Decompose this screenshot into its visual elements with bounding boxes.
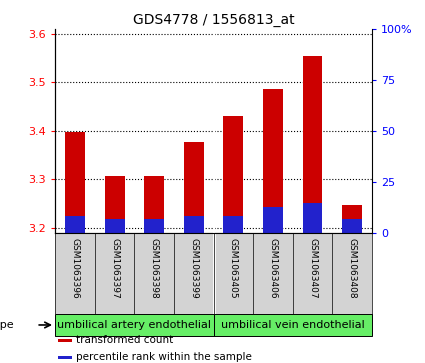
- Text: GSM1063406: GSM1063406: [269, 237, 278, 298]
- Bar: [184, 216, 204, 233]
- Bar: [55, 314, 213, 336]
- Bar: [303, 203, 323, 233]
- Bar: [263, 89, 283, 233]
- Bar: [263, 208, 283, 233]
- Text: GSM1063408: GSM1063408: [348, 237, 357, 298]
- Bar: [184, 142, 204, 233]
- Text: GSM1063399: GSM1063399: [189, 237, 198, 298]
- Bar: [144, 219, 164, 233]
- Bar: [144, 176, 164, 233]
- Text: umbilical artery endothelial: umbilical artery endothelial: [57, 320, 211, 330]
- Bar: [105, 176, 125, 233]
- Text: umbilical vein endothelial: umbilical vein endothelial: [221, 320, 365, 330]
- Text: percentile rank within the sample: percentile rank within the sample: [76, 352, 252, 362]
- Bar: [65, 216, 85, 233]
- Bar: [303, 56, 323, 233]
- Text: GSM1063407: GSM1063407: [308, 237, 317, 298]
- Text: cell type: cell type: [0, 320, 14, 330]
- Title: GDS4778 / 1556813_at: GDS4778 / 1556813_at: [133, 13, 295, 26]
- Bar: [58, 355, 72, 359]
- Bar: [224, 116, 243, 233]
- Text: GSM1063396: GSM1063396: [71, 237, 79, 298]
- Bar: [105, 219, 125, 233]
- Bar: [342, 219, 362, 233]
- Text: transformed count: transformed count: [76, 335, 174, 345]
- Bar: [65, 132, 85, 233]
- Bar: [213, 314, 372, 336]
- Bar: [58, 339, 72, 342]
- Text: GSM1063405: GSM1063405: [229, 237, 238, 298]
- Text: GSM1063397: GSM1063397: [110, 237, 119, 298]
- Bar: [224, 216, 243, 233]
- Text: GSM1063398: GSM1063398: [150, 237, 159, 298]
- Bar: [342, 204, 362, 233]
